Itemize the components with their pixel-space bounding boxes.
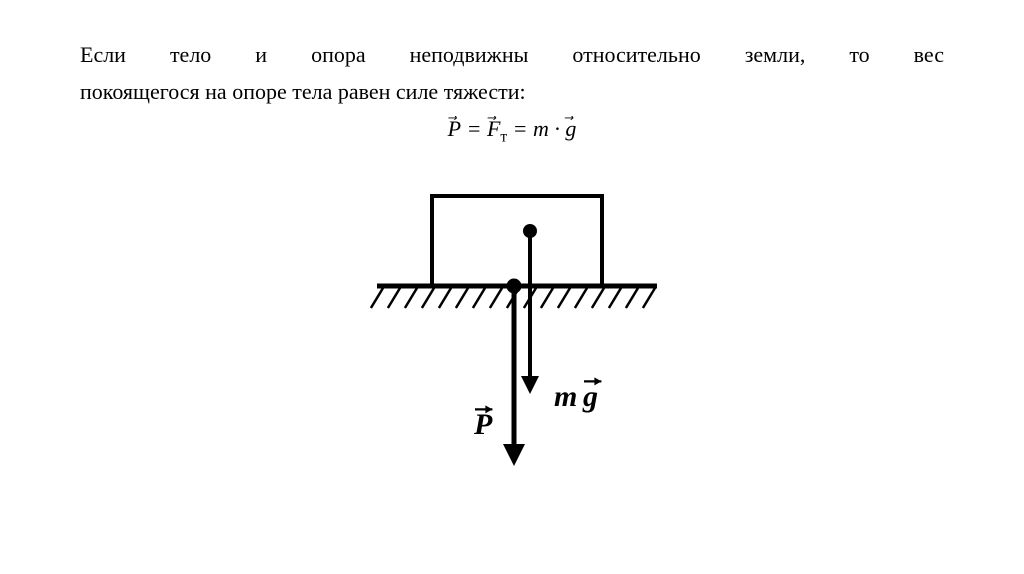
diagram-container: Pmg: [80, 176, 944, 496]
eq-2: =: [507, 116, 533, 141]
vec-F: F: [487, 116, 500, 142]
physics-diagram: Pmg: [322, 176, 702, 496]
vec-g: g: [565, 116, 576, 142]
formula: P = Fт = m · g: [80, 116, 944, 146]
var-m: m: [533, 116, 549, 141]
paragraph-line-2: покоящегося на опоре тела равен силе тяж…: [80, 77, 944, 108]
paragraph-line-1: Если тело и опора неподвижны относительн…: [80, 40, 944, 71]
dot: ·: [549, 116, 566, 141]
svg-text:g: g: [582, 380, 598, 413]
eq-1: =: [461, 116, 487, 141]
vec-P: P: [448, 116, 461, 142]
svg-text:P: P: [473, 408, 493, 441]
svg-text:m: m: [554, 380, 577, 413]
